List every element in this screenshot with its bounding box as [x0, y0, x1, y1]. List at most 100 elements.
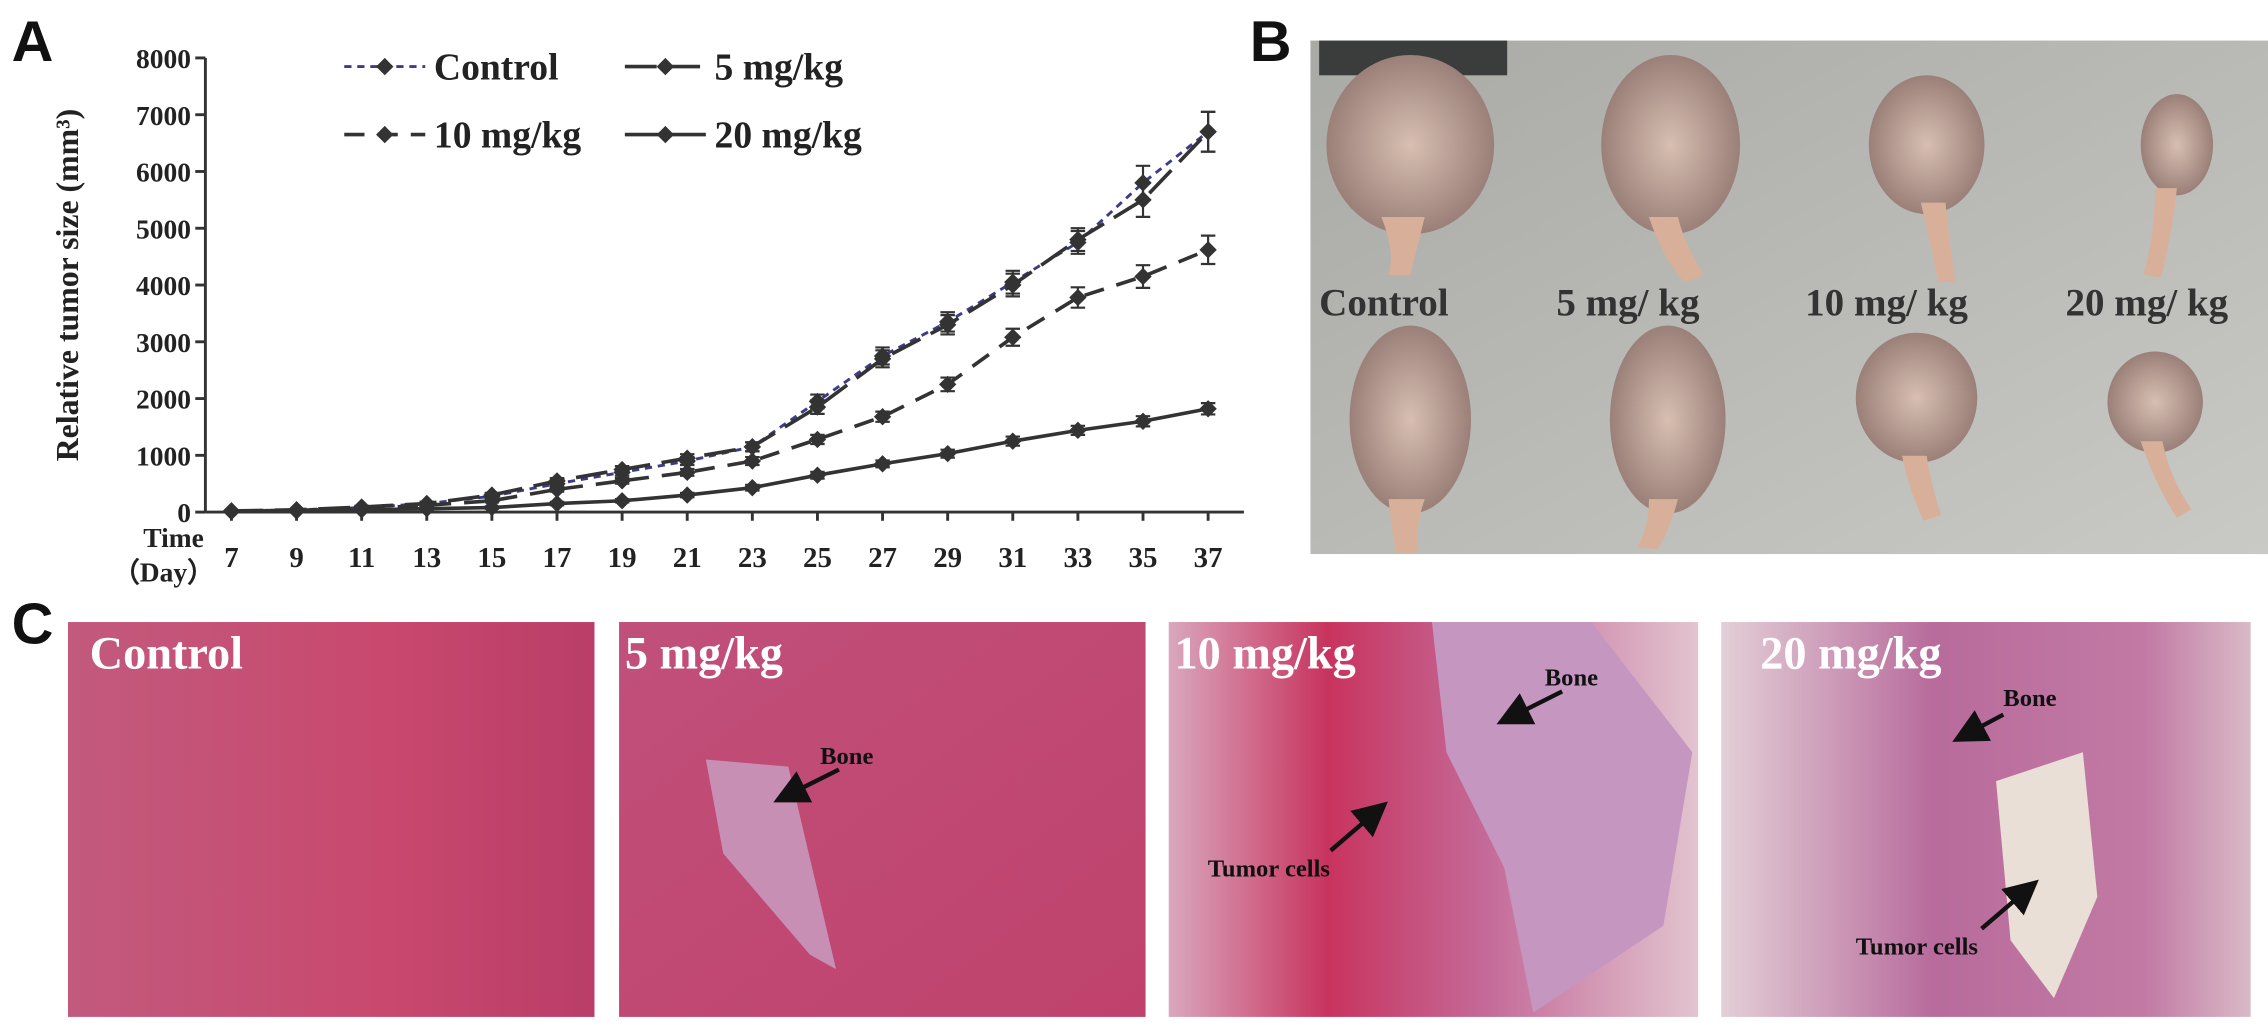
y-tick-label: 3000: [136, 328, 191, 358]
annotation: Tumor cells: [1856, 934, 1978, 961]
marker: [938, 444, 957, 463]
marker: [1004, 328, 1022, 346]
marker: [873, 408, 892, 426]
histology-label: 10 mg/kg: [1175, 628, 1356, 679]
y-tick-label: 7000: [136, 101, 191, 131]
marker: [808, 398, 827, 416]
arrow: [1329, 801, 1388, 853]
series-line: [231, 407, 1209, 514]
photo-label: 10 mg/ kg: [1805, 281, 1968, 324]
bone-region: [705, 759, 837, 970]
leg: [1637, 499, 1678, 550]
legend-marker: [376, 125, 394, 144]
marker: [678, 449, 696, 467]
y-tick-label: 6000: [136, 158, 191, 188]
legend-label: 10 mg/kg: [434, 115, 581, 157]
tumor: [1601, 55, 1741, 235]
annotation: Bone: [820, 743, 873, 770]
photo-panel: Control 5 mg/ kg 10 mg/ kg 20 mg/ kg: [1310, 40, 2268, 555]
marker: [743, 479, 762, 497]
marker: [222, 502, 241, 521]
leg: [2143, 188, 2177, 278]
tumor: [1855, 332, 1978, 463]
photo-label: Control: [1319, 281, 1449, 324]
histology-label: Control: [90, 628, 244, 679]
arrow: [1496, 689, 1564, 725]
leg: [1381, 217, 1425, 275]
x-tick-label: 9: [289, 542, 303, 574]
marker: [1004, 432, 1022, 450]
x-tick-label: 27: [868, 542, 897, 574]
x-tick-label: 15: [477, 542, 506, 574]
x-tick-label: 23: [738, 542, 767, 574]
arrow: [1980, 879, 2039, 931]
histology-image: [67, 622, 595, 1017]
marker: [873, 455, 892, 473]
legend-marker: [376, 57, 394, 76]
x-tick-label: 7: [224, 542, 238, 574]
series-line: [231, 248, 1209, 513]
x-tick-label: 11: [348, 542, 375, 574]
leg: [1902, 455, 1942, 521]
leg: [1648, 217, 1704, 283]
legend-marker: [656, 125, 675, 144]
marker: [743, 452, 762, 470]
histology-label: 5 mg/kg: [625, 628, 783, 679]
arrow: [1952, 710, 2005, 742]
panel-label: B: [1250, 10, 1292, 74]
histology-panel: Control 5 mg/kg 10 mg/kg 20 mg/kg Bone B…: [67, 622, 2251, 1017]
panel-label: A: [12, 10, 54, 74]
tumor: [1326, 55, 1495, 235]
arrow: [773, 767, 840, 803]
marker: [352, 501, 371, 519]
legend-label: 20 mg/kg: [715, 115, 862, 157]
y-tick-label: 4000: [136, 271, 191, 301]
tumor: [1868, 75, 1985, 215]
marker: [1134, 191, 1152, 209]
y-tick-label: 8000: [136, 44, 191, 74]
x-tick-label: 29: [933, 542, 962, 574]
photo-label: 20 mg/ kg: [2066, 281, 2229, 324]
marker: [613, 492, 631, 510]
marker: [1199, 241, 1217, 259]
marker: [743, 438, 762, 456]
tumor: [2107, 351, 2203, 453]
x-tick-label: 33: [1063, 542, 1092, 574]
x-axis-label: （Day）: [112, 558, 214, 588]
x-tick-label: 37: [1194, 542, 1223, 574]
marker: [808, 430, 827, 449]
photo-label: 5 mg/ kg: [1556, 281, 1700, 324]
tumor: [1609, 325, 1726, 514]
marker: [938, 316, 957, 334]
annotation: Bone: [2003, 685, 2056, 712]
marker: [613, 460, 631, 479]
x-tick-label: 19: [608, 542, 637, 574]
marker: [613, 472, 631, 490]
marker: [418, 500, 436, 518]
y-tick-label: 2000: [136, 385, 191, 415]
tumor: [1349, 325, 1472, 514]
legend-label: 5 mg/kg: [715, 47, 844, 89]
x-tick-label: 17: [543, 542, 572, 574]
marker: [1004, 276, 1022, 294]
series-line: [231, 130, 1210, 513]
x-tick-label: 35: [1129, 542, 1158, 574]
marker: [938, 375, 957, 394]
marker: [678, 463, 696, 482]
x-axis-label: Time: [143, 523, 204, 553]
x-tick-label: 21: [673, 542, 702, 574]
y-tick-label: 5000: [136, 214, 191, 244]
x-tick-label: 25: [803, 542, 832, 574]
marker: [1134, 267, 1152, 286]
marker: [483, 498, 501, 517]
marker: [678, 486, 696, 504]
panel-label: C: [12, 593, 54, 657]
marker: [287, 502, 306, 520]
y-tick-label: 1000: [136, 441, 191, 471]
marker: [1199, 400, 1217, 418]
marker: [548, 480, 566, 499]
legend-label: Control: [434, 47, 559, 89]
histology-image: [1721, 622, 2251, 1017]
marker: [1069, 288, 1087, 307]
